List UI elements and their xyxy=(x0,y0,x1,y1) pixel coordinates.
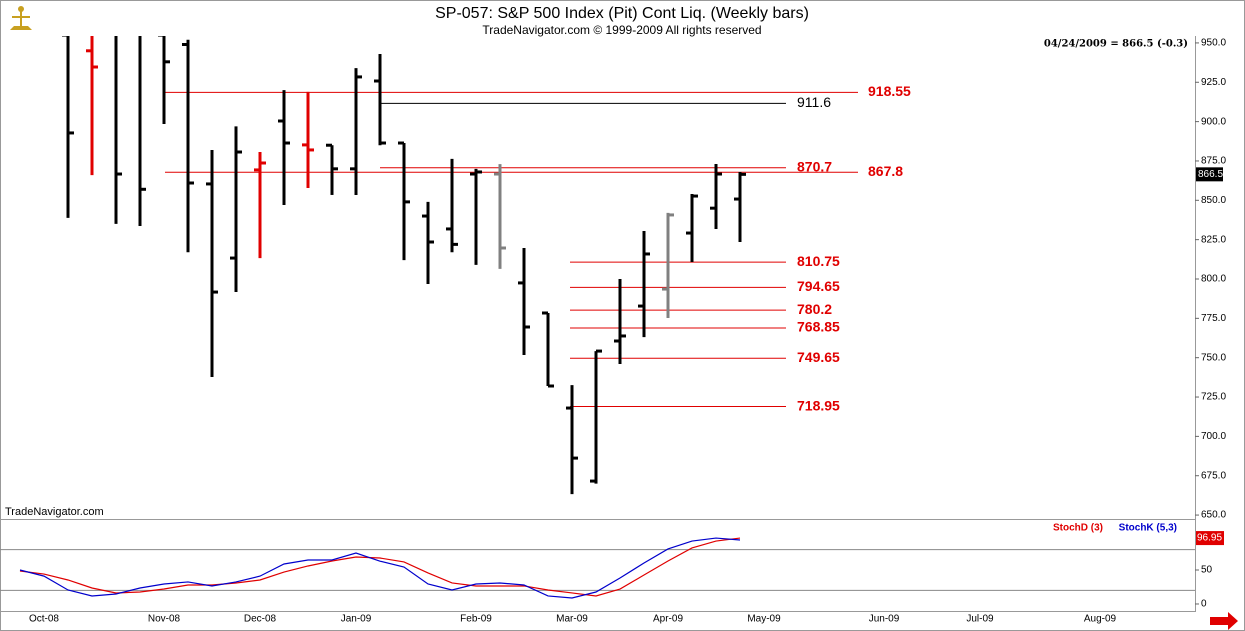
level-label: 810.75 xyxy=(797,253,840,269)
level-label: 749.65 xyxy=(797,349,840,365)
legend-entry: StochD (3) xyxy=(1053,523,1103,534)
y-tick-label: 900.0 xyxy=(1201,116,1226,127)
x-tick-label: Dec-08 xyxy=(244,614,277,625)
level-label: 780.2 xyxy=(797,301,832,317)
last-value-label: 96.95 xyxy=(1197,533,1222,544)
chart-subtitle: TradeNavigator.com © 1999-2009 All right… xyxy=(482,23,761,37)
x-tick-label: Jul-09 xyxy=(966,614,994,625)
y-tick-label: 775.0 xyxy=(1201,313,1226,324)
x-tick-label: Jan-09 xyxy=(341,614,372,625)
level-label: 911.6 xyxy=(797,94,831,110)
level-label: 794.65 xyxy=(797,278,840,294)
price-plot xyxy=(62,36,858,495)
level-label: 718.95 xyxy=(797,397,840,413)
stoch-line xyxy=(19,537,741,597)
y-tick-label: 825.0 xyxy=(1201,234,1226,245)
last-value-box xyxy=(1196,531,1224,546)
y-tick-label: 750.0 xyxy=(1201,352,1226,363)
chart-title: SP-057: S&P 500 Index (Pit) Cont Liq. (W… xyxy=(435,5,809,22)
x-tick-label: Mar-09 xyxy=(556,614,588,625)
x-tick-label: May-09 xyxy=(747,614,781,625)
y-tick-label: 850.0 xyxy=(1201,195,1226,206)
y-tick-label: 650.0 xyxy=(1201,510,1226,521)
scroll-arrow[interactable] xyxy=(1210,612,1238,630)
last-price-label: 866.5 xyxy=(1198,169,1223,180)
level-label: 870.7 xyxy=(797,158,832,174)
y-tick-label: 675.0 xyxy=(1201,470,1226,481)
x-tick-label: Jun-09 xyxy=(869,614,900,625)
y-tick-label: 700.0 xyxy=(1201,431,1226,442)
y-tick-label: 0 xyxy=(1201,599,1207,610)
y-tick-label: 950.0 xyxy=(1201,38,1226,49)
level-label: 867.8 xyxy=(868,163,903,179)
watermark: TradeNavigator.com xyxy=(5,506,104,518)
legend-entry: StochK (5,3) xyxy=(1119,523,1177,534)
level-label: 768.85 xyxy=(797,319,840,335)
y-tick-label: 725.0 xyxy=(1201,392,1226,403)
logo xyxy=(6,4,36,34)
status: 04/24/2009 = 866.5 (-0.3) xyxy=(1044,39,1188,50)
last-price-box xyxy=(1196,167,1223,182)
x-tick-label: Aug-09 xyxy=(1084,614,1117,625)
x-tick-label: Apr-09 xyxy=(653,614,683,625)
y-tick-label: 875.0 xyxy=(1201,156,1226,167)
x-tick-label: Nov-08 xyxy=(148,614,181,625)
y-tick-label: 50 xyxy=(1201,565,1213,576)
y-tick-label: 800.0 xyxy=(1201,274,1226,285)
stoch-line xyxy=(19,537,741,599)
level-label: 918.55 xyxy=(868,83,911,99)
x-tick-label: Oct-08 xyxy=(29,614,59,625)
y-tick-label: 925.0 xyxy=(1201,77,1226,88)
x-tick-label: Feb-09 xyxy=(460,614,492,625)
